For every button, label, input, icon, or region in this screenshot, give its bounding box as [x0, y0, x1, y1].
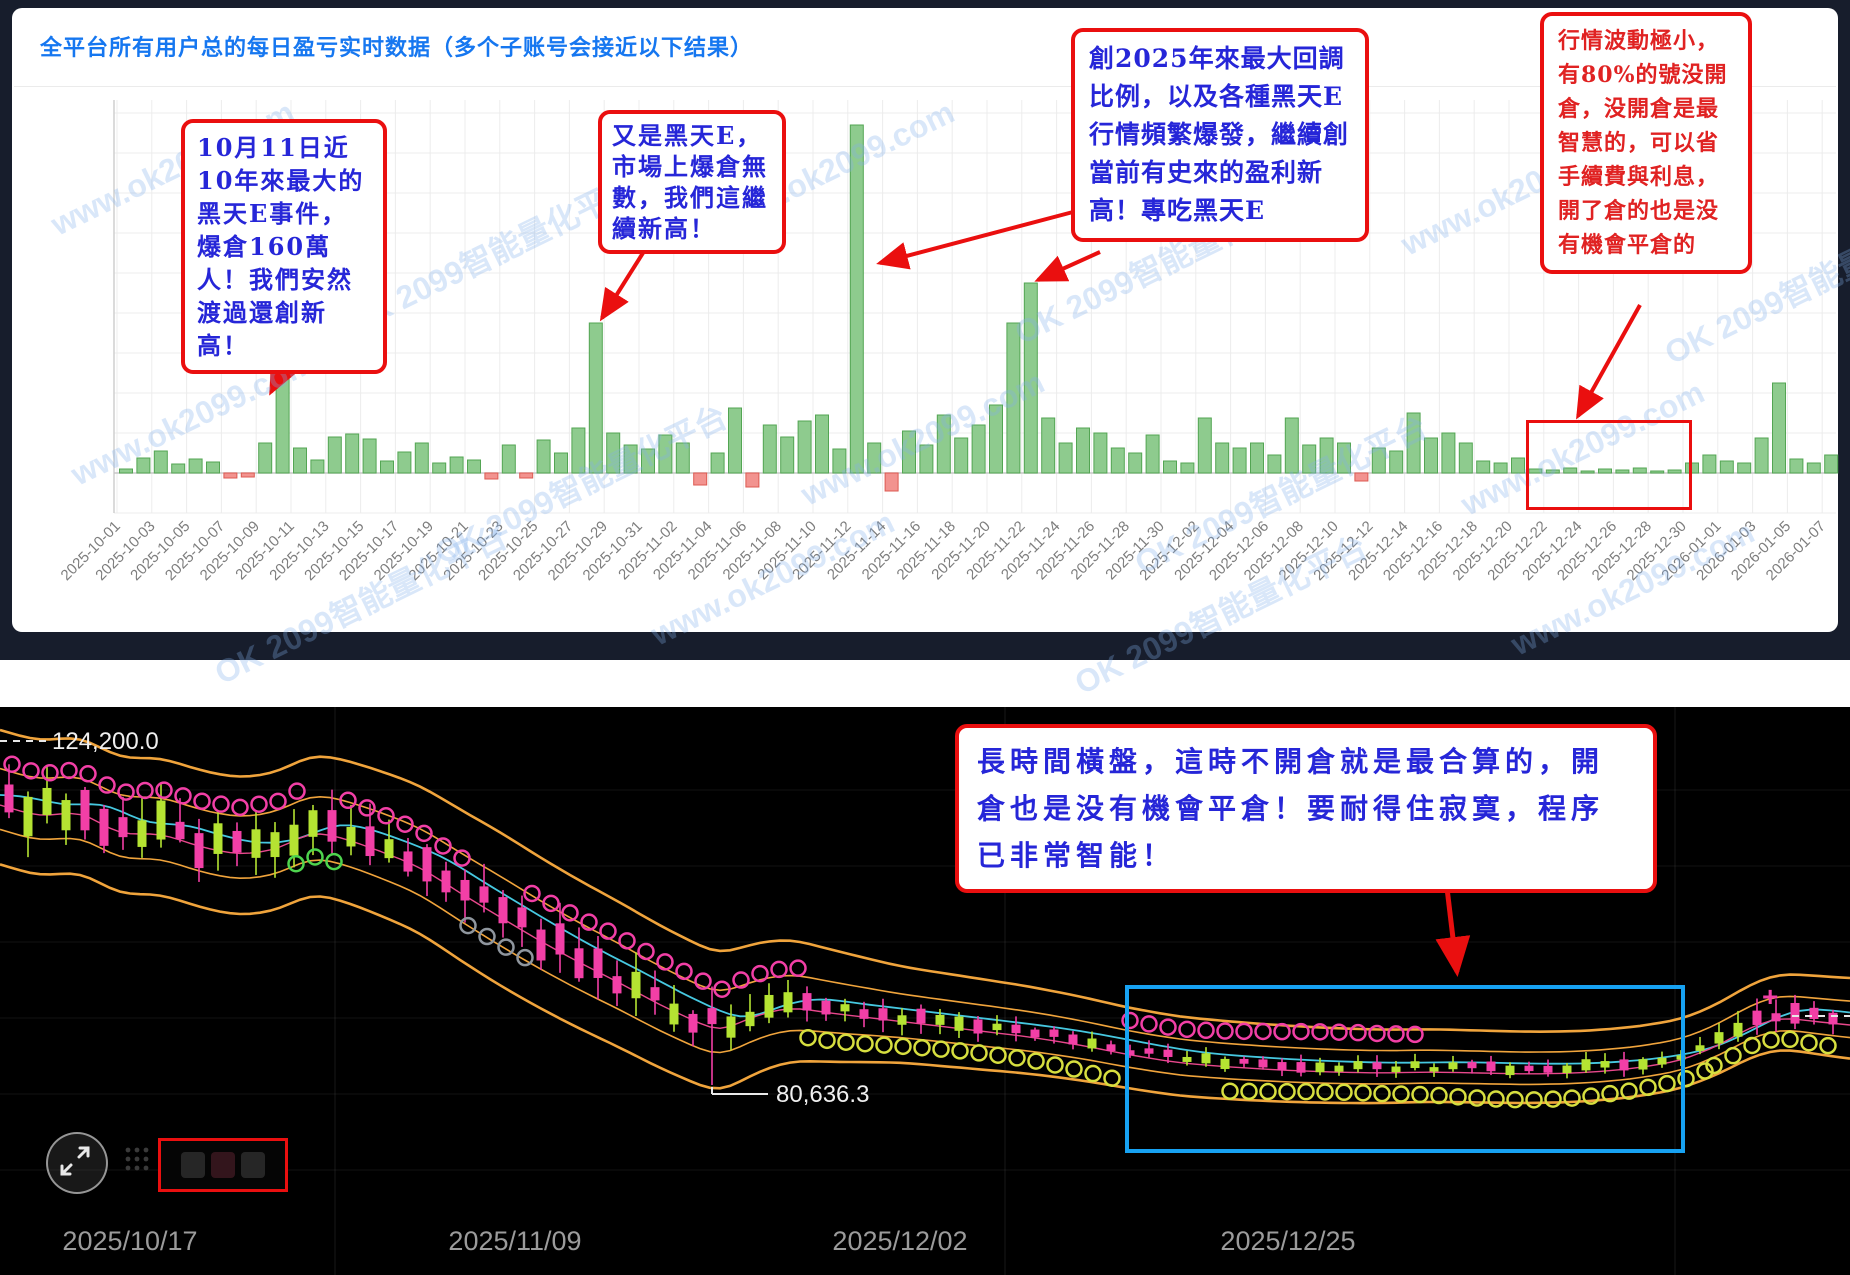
annotation-black-swan-oct11: 10月11日近10年來最大的黑天E事件，爆倉160萬人！我們安然渡過還創新高！ — [181, 119, 387, 374]
daily-profit-bar-chart: 2025-10-012025-10-032025-10-052025-10-07… — [58, 100, 1839, 584]
fullscreen-expand-button[interactable] — [46, 1132, 108, 1194]
price-label-low: 80,636.3 — [776, 1081, 869, 1108]
x-axis-date-label: 2025/12/25 — [1220, 1226, 1355, 1256]
x-axis-date-label: 2025/11/09 — [448, 1226, 581, 1256]
price-label-high: 124,200.0 — [52, 728, 159, 755]
logo-blob — [181, 1152, 205, 1178]
annotation-sideways-market: 長時間橫盤，這時不開倉就是最合算的，開倉也是没有機會平倉！要耐得住寂寞，程序已非… — [955, 724, 1657, 893]
candlestick-chart[interactable]: 124,200.0 80,636.3 +2025/10/17 2025/11/09 20… — [0, 707, 1850, 1275]
annotation-black-swan-again: 又是黑天E，市場上爆倉無數，我們這繼續新高！ — [598, 110, 786, 254]
sideways-zone-highlight-rect — [1125, 985, 1685, 1153]
logo-blob — [241, 1152, 265, 1178]
expand-arrows-icon — [60, 1146, 90, 1176]
svg-text:+: + — [1762, 981, 1778, 1012]
page-title: 全平台所有用户总的每日盈亏实时数据（多个子账号会接近以下结果） — [40, 35, 754, 60]
dots-grid-icon — [125, 1147, 149, 1171]
logo-blob — [211, 1152, 235, 1178]
flat-period-highlight-rect — [1526, 420, 1692, 510]
censored-broker-logo — [158, 1138, 288, 1192]
x-axis-date-label: 2025/12/02 — [832, 1226, 967, 1256]
panel-gap — [0, 660, 1850, 707]
annotation-max-drawdown: 創2025年來最大回調比例，以及各種黑天E行情頻繁爆發，繼續創當前有史來的盈利新… — [1071, 28, 1369, 242]
annotation-low-volatility: 行情波動極小，有80%的號没開倉，没開倉是最智慧的，可以省手續費與利息，開了倉的… — [1540, 12, 1752, 274]
x-axis-date-label: 2025/10/17 — [62, 1226, 197, 1256]
title-divider — [14, 86, 1836, 87]
